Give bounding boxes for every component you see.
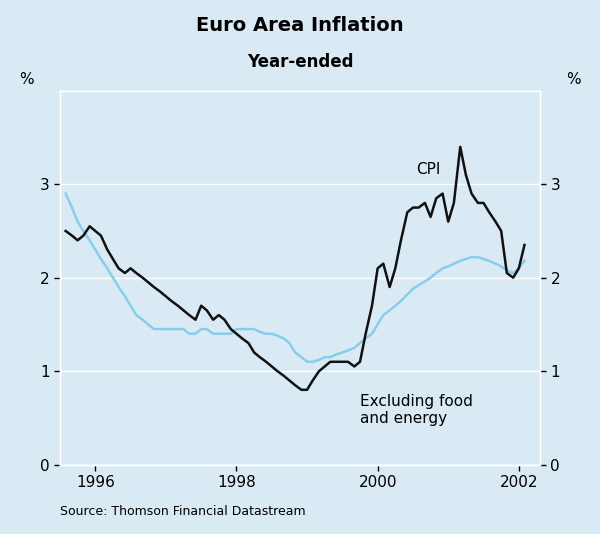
Text: Source: Thomson Financial Datastream: Source: Thomson Financial Datastream xyxy=(60,505,305,518)
Text: %: % xyxy=(19,72,34,87)
Text: CPI: CPI xyxy=(416,162,441,177)
Text: Euro Area Inflation: Euro Area Inflation xyxy=(196,16,404,35)
Text: Year-ended: Year-ended xyxy=(247,53,353,72)
Text: %: % xyxy=(566,72,581,87)
Text: Excluding food
and energy: Excluding food and energy xyxy=(360,394,473,426)
